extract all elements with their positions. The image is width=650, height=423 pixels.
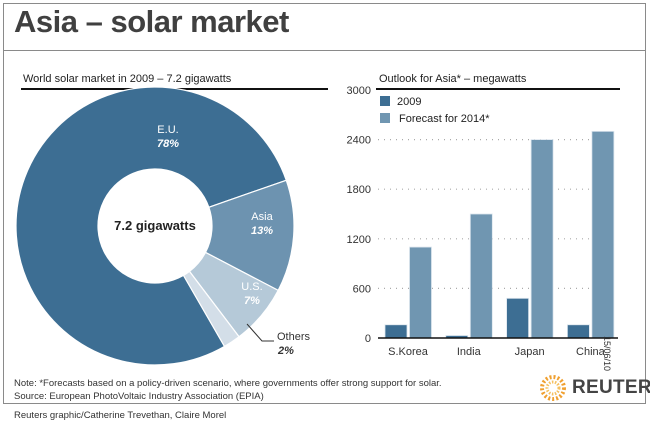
title-divider <box>4 50 646 51</box>
reuters-sun-icon <box>540 375 566 401</box>
bar-skorea-2014 <box>409 246 432 339</box>
pie-label: E.U. <box>157 124 178 136</box>
legend-label: 2009 <box>397 96 421 108</box>
logo-text: REUTERS <box>572 377 650 398</box>
pie-slice-others <box>182 270 240 348</box>
bar-china-2014 <box>591 130 615 339</box>
x-tick-label: Japan <box>515 346 545 358</box>
frame <box>3 3 646 404</box>
date-stamp: 15/06/10 <box>602 336 612 372</box>
others-leader-line <box>246 323 274 342</box>
pie-center-label: 7.2 gigawatts <box>114 218 196 233</box>
pie-title: World solar market in 2009 – 7.2 gigawat… <box>23 73 232 85</box>
y-tick-label: 600 <box>353 283 371 295</box>
y-tick-label: 2400 <box>347 135 371 147</box>
pie-label: Asia <box>251 211 273 223</box>
pie-pct-label: 78% <box>157 138 179 150</box>
x-tick-label: China <box>576 346 606 358</box>
y-tick-label: 3000 <box>347 85 371 97</box>
bar-china-2009 <box>567 324 590 339</box>
reuters-logo: REUTERS <box>540 375 650 401</box>
bar-title-rule <box>376 88 620 90</box>
pie-pct-label: 13% <box>251 225 273 237</box>
y-tick-label: 1800 <box>347 184 371 196</box>
pie-pct-label: 7% <box>244 295 260 307</box>
legend-swatch-0 <box>380 96 390 106</box>
legend-label: Forecast for 2014* <box>399 113 490 125</box>
bar-india-2014 <box>469 213 493 339</box>
legend-swatch-1 <box>380 113 390 123</box>
x-tick-label: India <box>457 346 482 358</box>
pie-pct-label: 2% <box>277 345 294 357</box>
pie-label: U.S. <box>241 281 262 293</box>
bar-japan-2009 <box>506 297 530 339</box>
pie-label: Others <box>277 331 311 343</box>
page-title: Asia – solar market <box>14 4 289 39</box>
bar-japan-2014 <box>530 139 554 339</box>
pie-slice-eu <box>15 86 288 366</box>
bar-title: Outlook for Asia* – megawatts <box>379 73 527 85</box>
note: Note: *Forecasts based on a policy-drive… <box>14 378 442 389</box>
bar-skorea-2009 <box>384 324 408 339</box>
y-tick-label: 1200 <box>347 234 371 246</box>
source: Source: European PhotoVoltaic Industry A… <box>14 391 264 402</box>
credit: Reuters graphic/Catherine Trevethan, Cla… <box>14 410 227 421</box>
x-tick-label: S.Korea <box>388 346 429 358</box>
y-tick-label: 0 <box>365 333 371 345</box>
